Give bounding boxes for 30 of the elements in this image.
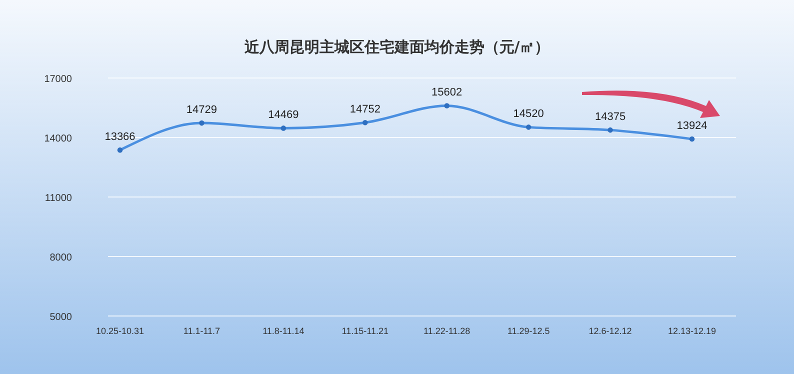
y-tick-label: 14000: [44, 134, 72, 144]
point: [362, 120, 368, 126]
point: [526, 124, 532, 130]
x-tick-label: 11.1-11.7: [183, 326, 220, 336]
y-tick-label: 5000: [50, 312, 72, 323]
data-label: 14469: [268, 109, 299, 122]
point: [689, 136, 695, 142]
x-tick-label: 11.29-12.5: [507, 326, 550, 336]
x-tick-label: 10.25-10.31: [96, 326, 144, 336]
data-label: 14752: [350, 104, 380, 116]
data-label: 14729: [186, 104, 218, 116]
data-label: 13924: [676, 120, 708, 132]
point: [117, 147, 123, 153]
data-label: 14375: [594, 111, 626, 124]
x-tick-label: 12.13-12.19: [668, 326, 716, 336]
data-label: 13366: [104, 131, 136, 144]
data-label: 15602: [432, 86, 462, 99]
x-tick-label: 11.22-11.28: [424, 326, 470, 336]
chart-title: 近八周昆明主城区住宅建面均价走势（元/㎡）: [243, 38, 550, 56]
y-tick-label: 8000: [50, 252, 72, 264]
point: [280, 126, 286, 131]
data-label: 14520: [513, 108, 544, 120]
x-tick-label: 11.8-11.14: [262, 326, 304, 336]
point: [199, 120, 204, 126]
y-tick-label: 17000: [44, 74, 72, 85]
y-tick-label: 11000: [44, 193, 72, 204]
point: [444, 103, 450, 108]
x-tick-label: 12.6-12.12: [588, 326, 632, 336]
point: [608, 127, 613, 133]
x-tick-label: 11.15-11.21: [342, 326, 388, 336]
